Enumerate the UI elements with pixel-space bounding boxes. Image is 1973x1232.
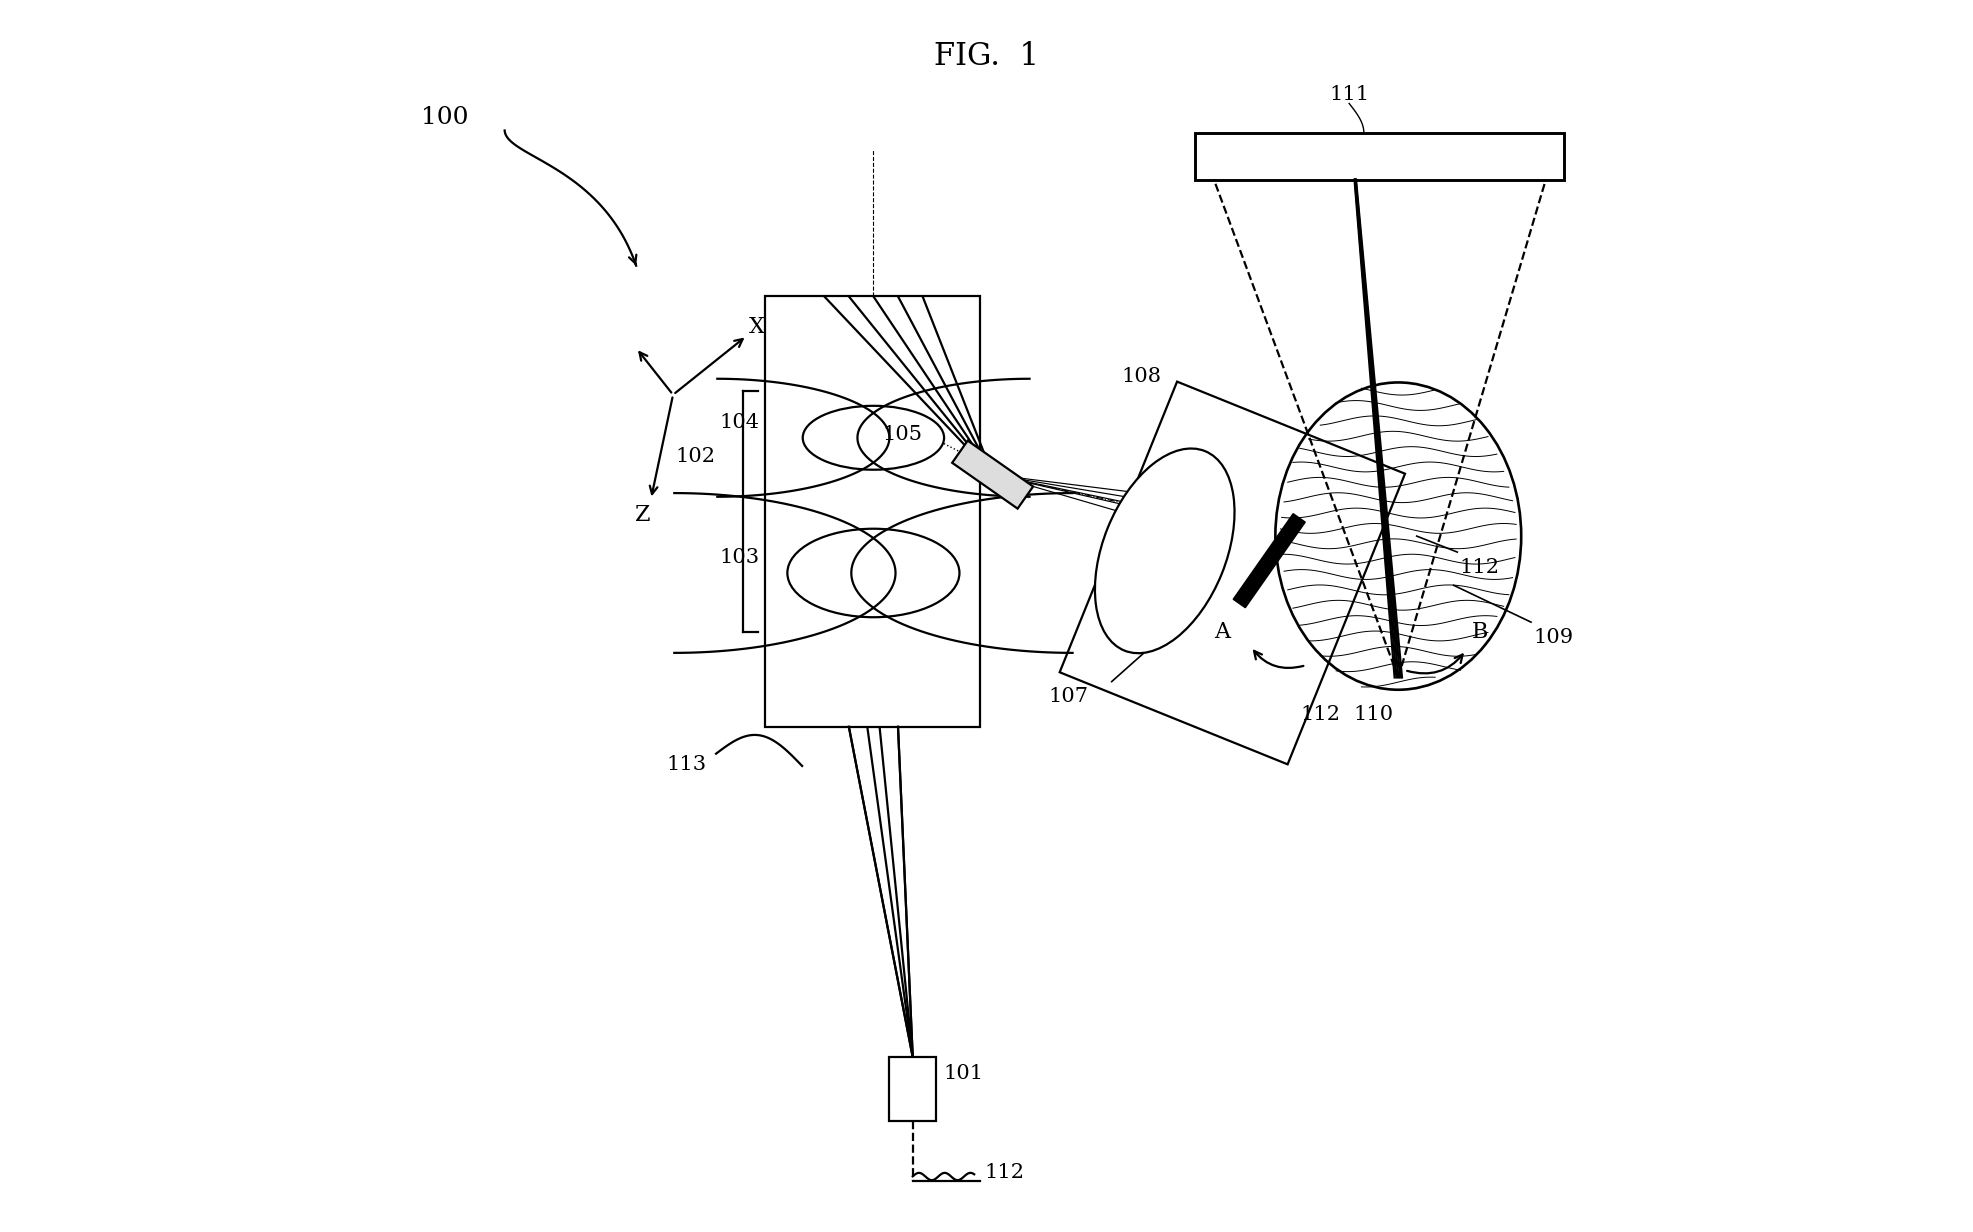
Text: 102: 102: [675, 447, 716, 467]
Text: 112: 112: [1460, 558, 1499, 577]
Bar: [766, 297, 981, 727]
Polygon shape: [953, 441, 1034, 509]
Ellipse shape: [1095, 448, 1235, 653]
Text: 107: 107: [1048, 687, 1087, 706]
Text: Z: Z: [635, 504, 649, 526]
Text: A: A: [1213, 621, 1229, 643]
Bar: [890, 1057, 935, 1121]
Text: 104: 104: [718, 413, 760, 432]
Text: 105: 105: [882, 425, 921, 445]
Text: 103: 103: [718, 548, 760, 567]
Text: 100: 100: [420, 106, 468, 129]
Text: FIG.  1: FIG. 1: [933, 41, 1040, 73]
Bar: [1196, 133, 1565, 180]
Polygon shape: [1060, 382, 1405, 764]
Text: X: X: [748, 317, 766, 338]
Text: 101: 101: [943, 1064, 985, 1083]
Ellipse shape: [803, 405, 945, 469]
Text: B: B: [1472, 621, 1488, 643]
Text: 109: 109: [1533, 628, 1574, 647]
Text: 108: 108: [1123, 367, 1162, 387]
Ellipse shape: [787, 529, 959, 617]
Text: 113: 113: [667, 755, 706, 774]
Text: 112: 112: [985, 1163, 1024, 1181]
Text: 110: 110: [1353, 706, 1393, 724]
Text: 111: 111: [1330, 85, 1369, 103]
Text: 112: 112: [1300, 706, 1340, 724]
Polygon shape: [1233, 514, 1306, 607]
